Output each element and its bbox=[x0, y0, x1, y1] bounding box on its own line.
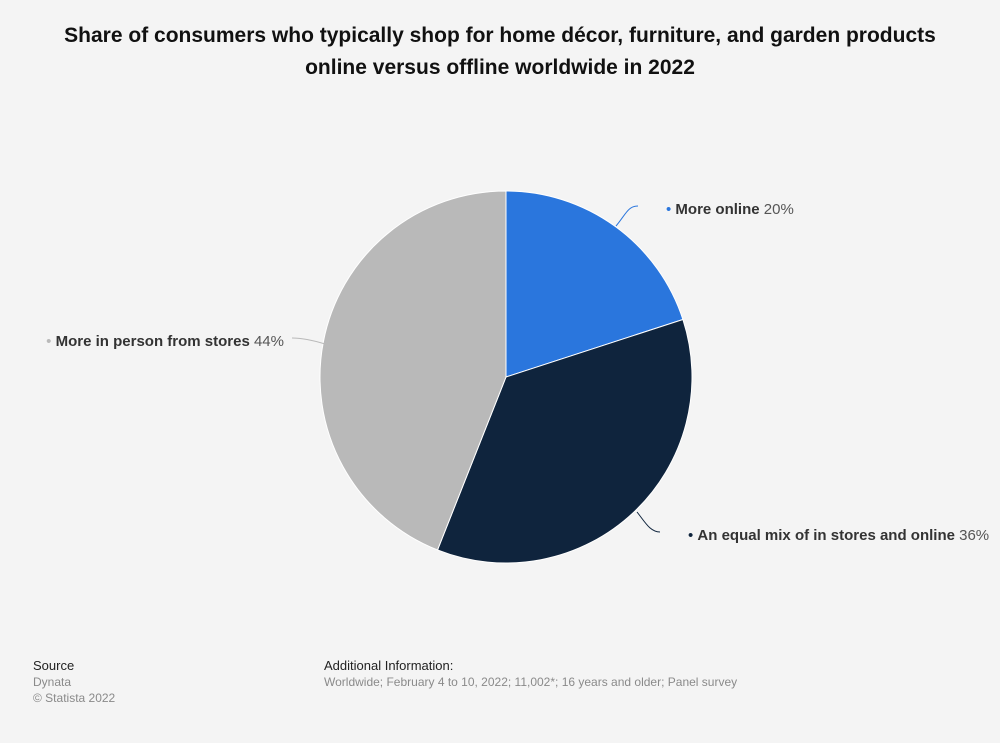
slice-bullet-icon: • bbox=[688, 527, 697, 544]
slice-label-name: More online bbox=[675, 201, 763, 218]
slice-label-2: • An equal mix of in stores and online 3… bbox=[688, 527, 989, 544]
slice-label-name: An equal mix of in stores and online bbox=[697, 527, 959, 544]
pie-slice-3[interactable] bbox=[319, 190, 507, 551]
info-heading: Additional Information: bbox=[324, 658, 454, 673]
slice-connector-3 bbox=[291, 337, 326, 345]
slice-label-3: • More in person from stores 44% bbox=[46, 333, 284, 350]
source-name: Dynata bbox=[33, 675, 72, 689]
slice-label-value: 44% bbox=[254, 333, 284, 350]
source-block: Source Dynata © Statista 2022 bbox=[33, 658, 115, 706]
additional-info-block: Additional Information: Worldwide; Febru… bbox=[324, 658, 737, 690]
slice-label-1: • More online 20% bbox=[666, 201, 794, 218]
slice-label-name: More in person from stores bbox=[56, 333, 254, 350]
copyright: © Statista 2022 bbox=[33, 691, 116, 705]
slice-connector-1 bbox=[615, 205, 639, 227]
chart-title: Share of consumers who typically shop fo… bbox=[64, 24, 936, 79]
info-text: Worldwide; February 4 to 10, 2022; 11,00… bbox=[324, 675, 738, 689]
pie-slice-2[interactable] bbox=[436, 318, 693, 564]
slice-label-value: 20% bbox=[764, 201, 794, 218]
slice-bullet-icon: • bbox=[666, 201, 675, 218]
slice-bullet-icon: • bbox=[46, 333, 55, 350]
source-heading: Source bbox=[33, 658, 75, 673]
pie-slice-1[interactable] bbox=[505, 190, 684, 378]
slice-connector-2 bbox=[636, 511, 661, 533]
slice-label-value: 36% bbox=[959, 527, 989, 544]
